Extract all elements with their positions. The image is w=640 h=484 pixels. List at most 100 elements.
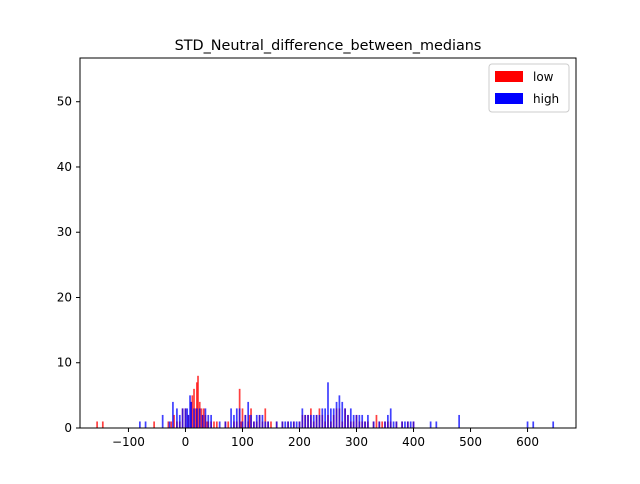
bar-high: [204, 408, 207, 428]
bar-high: [344, 408, 346, 428]
bar-high: [387, 414, 389, 428]
x-axis-ticks: −100 0 100 200 300 400 500 600: [112, 428, 539, 449]
bar-high: [210, 414, 212, 428]
y-tick-label: 0: [64, 421, 72, 435]
bar-high: [526, 421, 529, 428]
x-tick-label: 400: [402, 435, 425, 449]
bar-high: [190, 401, 193, 428]
x-tick-label: 500: [459, 435, 482, 449]
bar-high: [315, 414, 318, 428]
bar-high: [341, 401, 344, 428]
bar-high: [312, 414, 315, 428]
legend-label-low: low: [533, 70, 554, 84]
bar-high: [384, 421, 386, 428]
bar-high: [389, 408, 392, 428]
bar-high: [392, 421, 395, 428]
bar-high: [253, 421, 255, 428]
y-tick-label: 40: [57, 160, 72, 174]
bar-high: [267, 421, 269, 428]
bar-high: [176, 408, 178, 428]
bar-high: [218, 421, 221, 428]
bar-low: [200, 408, 203, 428]
bar-high: [532, 421, 535, 428]
bar-high: [281, 421, 284, 428]
bar-high: [352, 414, 355, 428]
bar-high: [318, 414, 321, 428]
bar-low: [241, 408, 244, 428]
legend-swatch-high: [495, 93, 523, 104]
bar-high: [364, 421, 366, 428]
bar-high: [307, 414, 309, 428]
bar-low: [213, 421, 215, 428]
bar-high: [321, 408, 324, 428]
bar-high: [304, 414, 307, 428]
y-tick-label: 30: [57, 225, 72, 239]
bar-high: [139, 421, 141, 428]
x-tick-label: −100: [112, 435, 145, 449]
bar-low: [167, 421, 170, 428]
bar-high: [244, 414, 247, 428]
bar-low: [202, 408, 205, 428]
bar-high: [224, 421, 227, 428]
bar-high: [198, 408, 201, 428]
bar-high: [404, 421, 406, 428]
bar-high: [178, 414, 181, 428]
bar-low: [197, 375, 199, 428]
bar-high: [372, 421, 375, 428]
bar-low: [264, 408, 267, 428]
bar-high: [406, 421, 409, 428]
bar-high: [292, 421, 295, 428]
bar-high: [287, 421, 289, 428]
bar-high: [186, 408, 189, 428]
x-tick-label: 100: [231, 435, 254, 449]
bar-high: [298, 421, 301, 428]
bar-high: [196, 408, 198, 428]
bar-high: [264, 421, 267, 428]
bar-low: [153, 421, 155, 428]
legend-label-high: high: [533, 92, 559, 106]
bar-high: [230, 408, 232, 428]
x-tick-label: 300: [345, 435, 368, 449]
bar-high: [324, 408, 326, 428]
bar-high: [347, 414, 349, 428]
bar-high: [184, 408, 187, 428]
bar-high: [435, 421, 438, 428]
bar-low: [215, 421, 218, 428]
y-tick-label: 20: [57, 290, 72, 304]
bar-high: [181, 408, 184, 428]
bar-low: [173, 414, 175, 428]
bar-high: [335, 401, 338, 428]
bar-high: [401, 421, 403, 428]
y-tick-label: 10: [57, 356, 72, 370]
bar-high: [161, 414, 164, 428]
bar-high: [235, 408, 238, 428]
bar-high: [258, 414, 261, 428]
bar-high: [338, 395, 341, 428]
bar-high: [233, 414, 235, 428]
bar-high: [332, 408, 335, 428]
bar-low: [381, 421, 384, 428]
bar-low: [191, 395, 194, 428]
bar-high: [275, 421, 278, 428]
bar-high: [330, 408, 332, 428]
bar-high: [238, 408, 241, 428]
bar-high: [144, 421, 147, 428]
bar-high: [290, 421, 292, 428]
bar-high: [207, 414, 210, 428]
chart-title: STD_Neutral_difference_between_medians: [175, 38, 482, 54]
bar-high: [255, 414, 258, 428]
bar-low: [227, 421, 230, 428]
x-tick-label: 600: [516, 435, 539, 449]
bar-high: [168, 421, 171, 428]
bar-high: [355, 414, 358, 428]
bar-high: [458, 414, 460, 428]
bar-high: [349, 408, 352, 428]
bar-low: [240, 421, 243, 428]
bar-high: [409, 421, 412, 428]
bar-low: [194, 408, 197, 428]
bar-high: [327, 382, 329, 428]
bar-high: [310, 414, 312, 428]
bar-low: [96, 421, 98, 428]
bar-low: [270, 421, 272, 428]
